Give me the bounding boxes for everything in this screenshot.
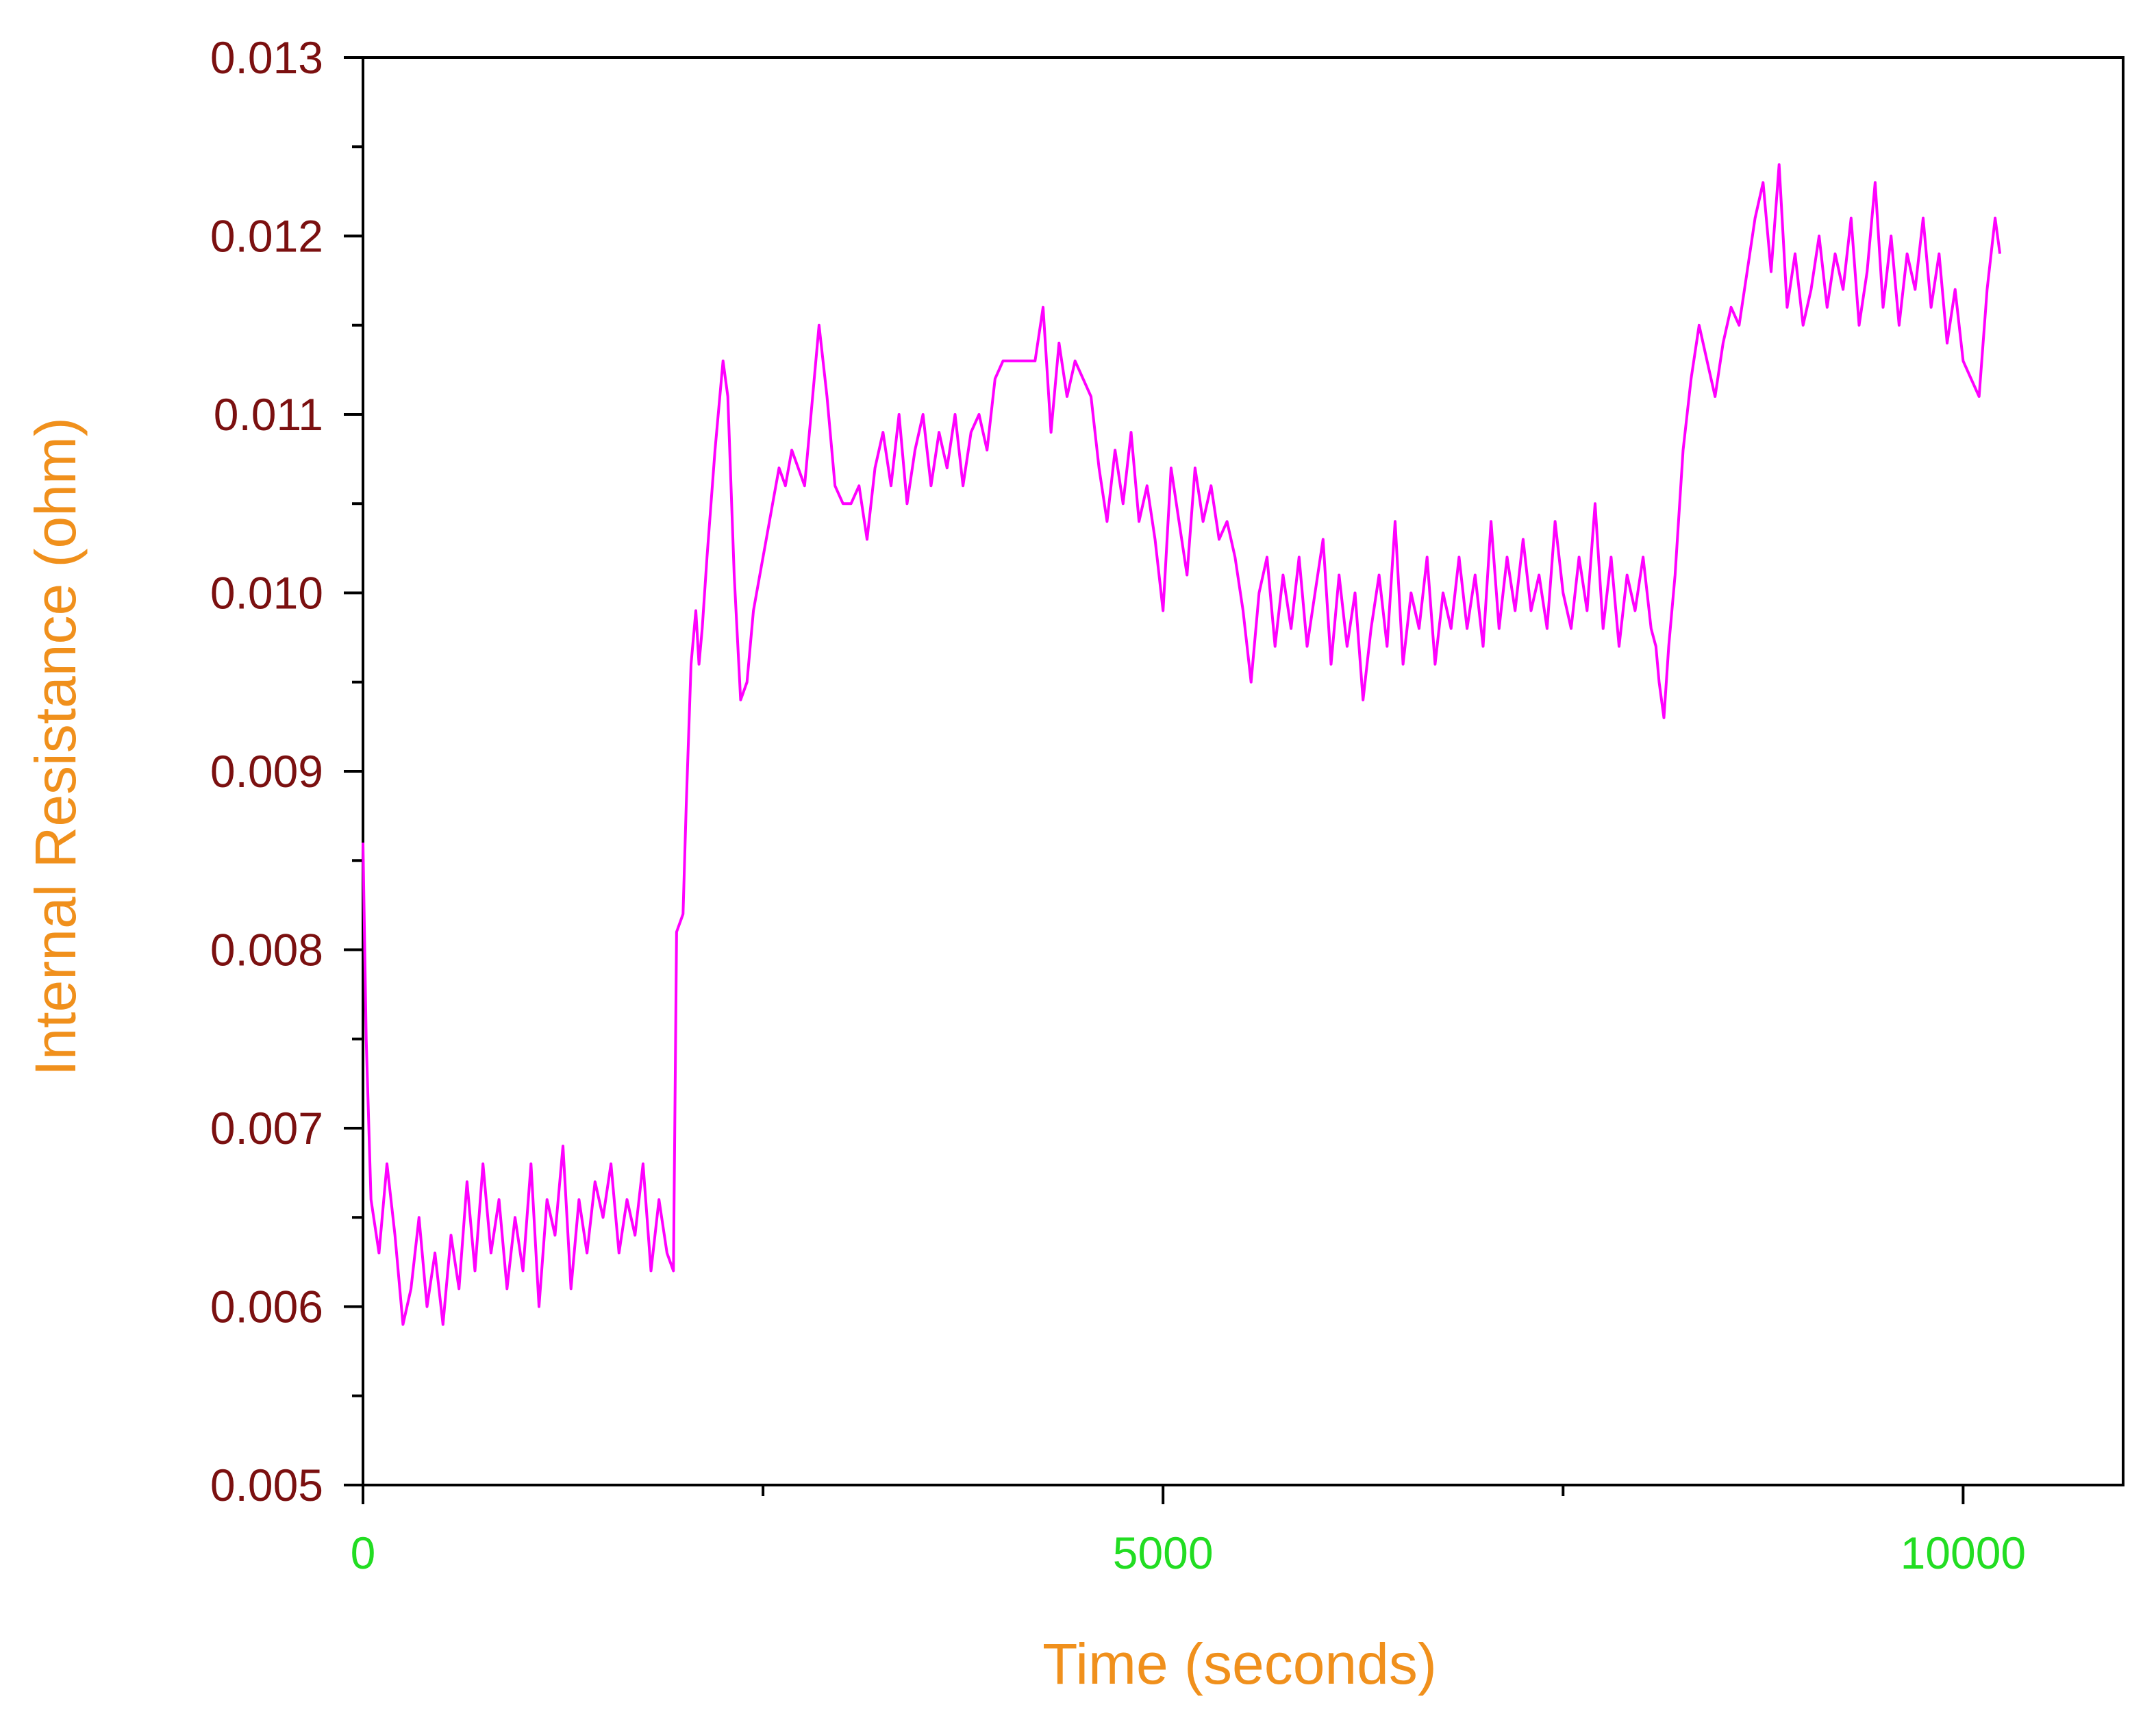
y-tick-label: 0.007 xyxy=(210,1103,323,1154)
x-tick-label: 0 xyxy=(351,1528,376,1578)
x-axis-title: Time (seconds) xyxy=(1042,1632,1437,1696)
y-tick-label: 0.005 xyxy=(210,1460,323,1510)
series-line xyxy=(362,163,2002,1326)
y-tick-label: 0.010 xyxy=(210,568,323,619)
minor-ticks xyxy=(352,145,1565,1496)
x-axis-ticks: 0 5000 10000 xyxy=(351,1485,2026,1578)
y-tick-label: 0.008 xyxy=(210,925,323,975)
plot-frame xyxy=(362,56,2124,1486)
y-tick-label: 0.009 xyxy=(210,746,323,797)
x-tick-label: 10000 xyxy=(1901,1528,2027,1578)
series-layer xyxy=(362,163,2002,1326)
y-tick-label: 0.006 xyxy=(210,1282,323,1332)
y-axis-title: Internal Resistance (ohm) xyxy=(23,417,88,1076)
y-tick-label: 0.011 xyxy=(214,389,323,440)
y-tick-label: 0.013 xyxy=(210,32,323,83)
y-axis-ticks: 0.005 0.006 0.007 0.008 0.009 0.010 0.011 0.012… xyxy=(210,32,363,1510)
y-tick-label: 0.012 xyxy=(210,211,323,262)
plot-area-border xyxy=(362,56,2124,1486)
x-tick-label: 5000 xyxy=(1113,1528,1214,1578)
